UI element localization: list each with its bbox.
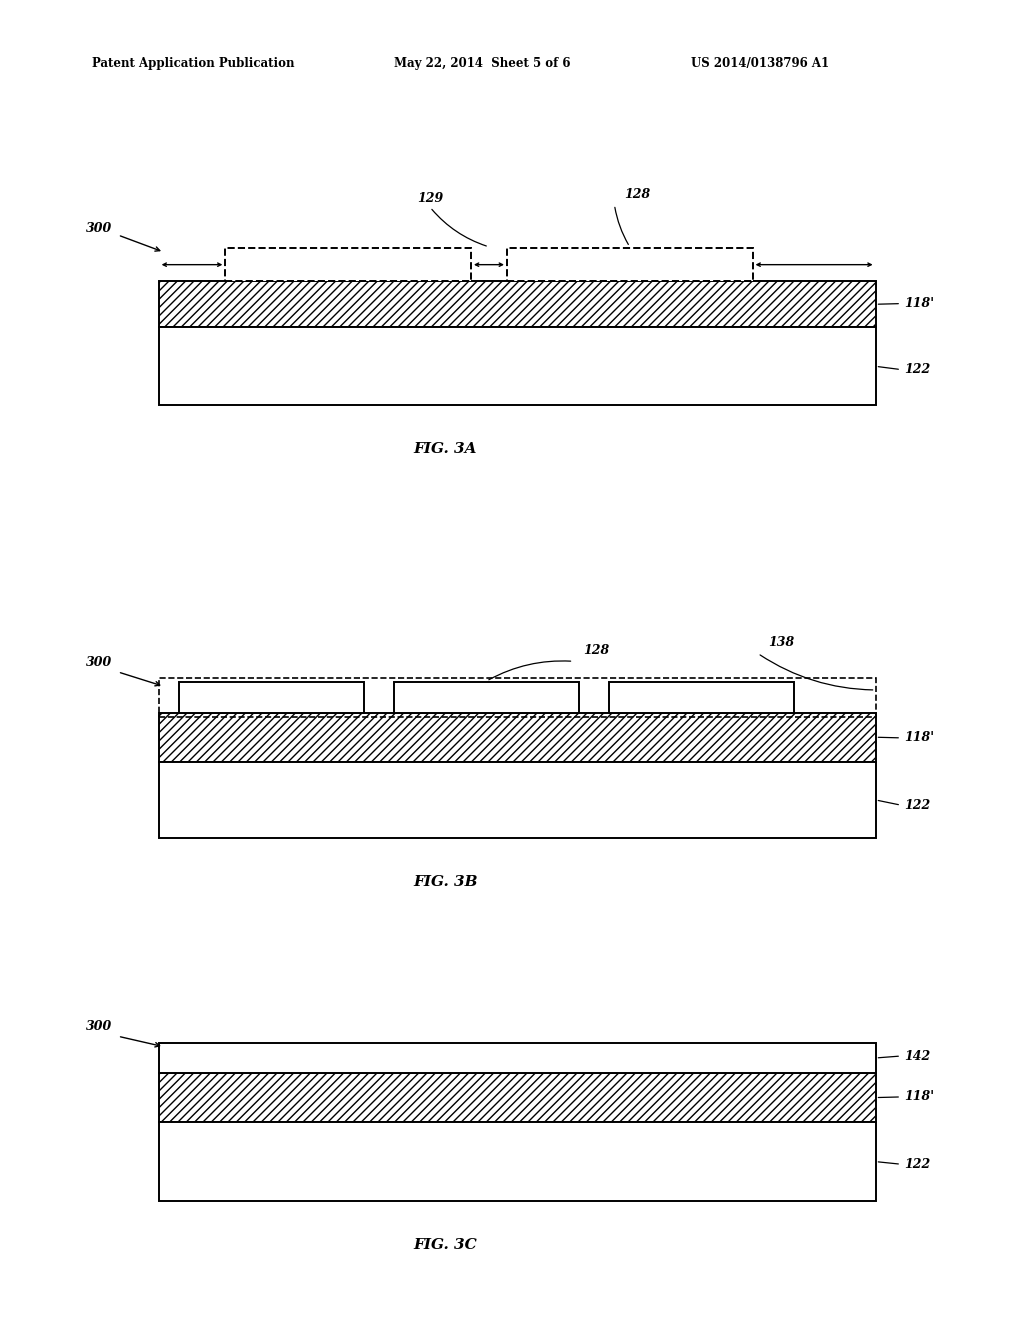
Bar [159,1043,876,1073]
Text: 118': 118' [904,1090,934,1104]
Bar [159,713,876,762]
Text: 122: 122 [904,363,931,376]
Bar [159,1073,876,1122]
Bar [159,281,876,327]
Bar [159,678,876,717]
Bar [507,248,753,281]
Text: US 2014/0138796 A1: US 2014/0138796 A1 [691,57,829,70]
Bar [225,248,471,281]
Bar [159,1122,876,1201]
Text: 300: 300 [86,656,113,669]
Bar [159,327,876,405]
Text: 118': 118' [904,731,934,744]
Bar [159,762,876,838]
Bar [394,682,579,713]
Text: 122: 122 [904,799,931,812]
Text: 128: 128 [625,187,651,201]
Bar [609,682,794,713]
Text: FIG. 3C: FIG. 3C [414,1238,477,1253]
Text: 118': 118' [904,297,934,310]
Text: 300: 300 [86,1020,113,1034]
Text: 300: 300 [86,222,113,235]
Text: Patent Application Publication: Patent Application Publication [92,57,295,70]
Text: 142: 142 [904,1049,931,1063]
Bar [179,682,364,713]
Text: FIG. 3B: FIG. 3B [414,875,477,890]
Text: FIG. 3A: FIG. 3A [414,442,477,457]
Text: 138: 138 [768,636,795,649]
Text: 122: 122 [904,1158,931,1171]
Text: 129: 129 [417,191,443,205]
Text: 128: 128 [584,644,610,657]
Text: May 22, 2014  Sheet 5 of 6: May 22, 2014 Sheet 5 of 6 [394,57,570,70]
